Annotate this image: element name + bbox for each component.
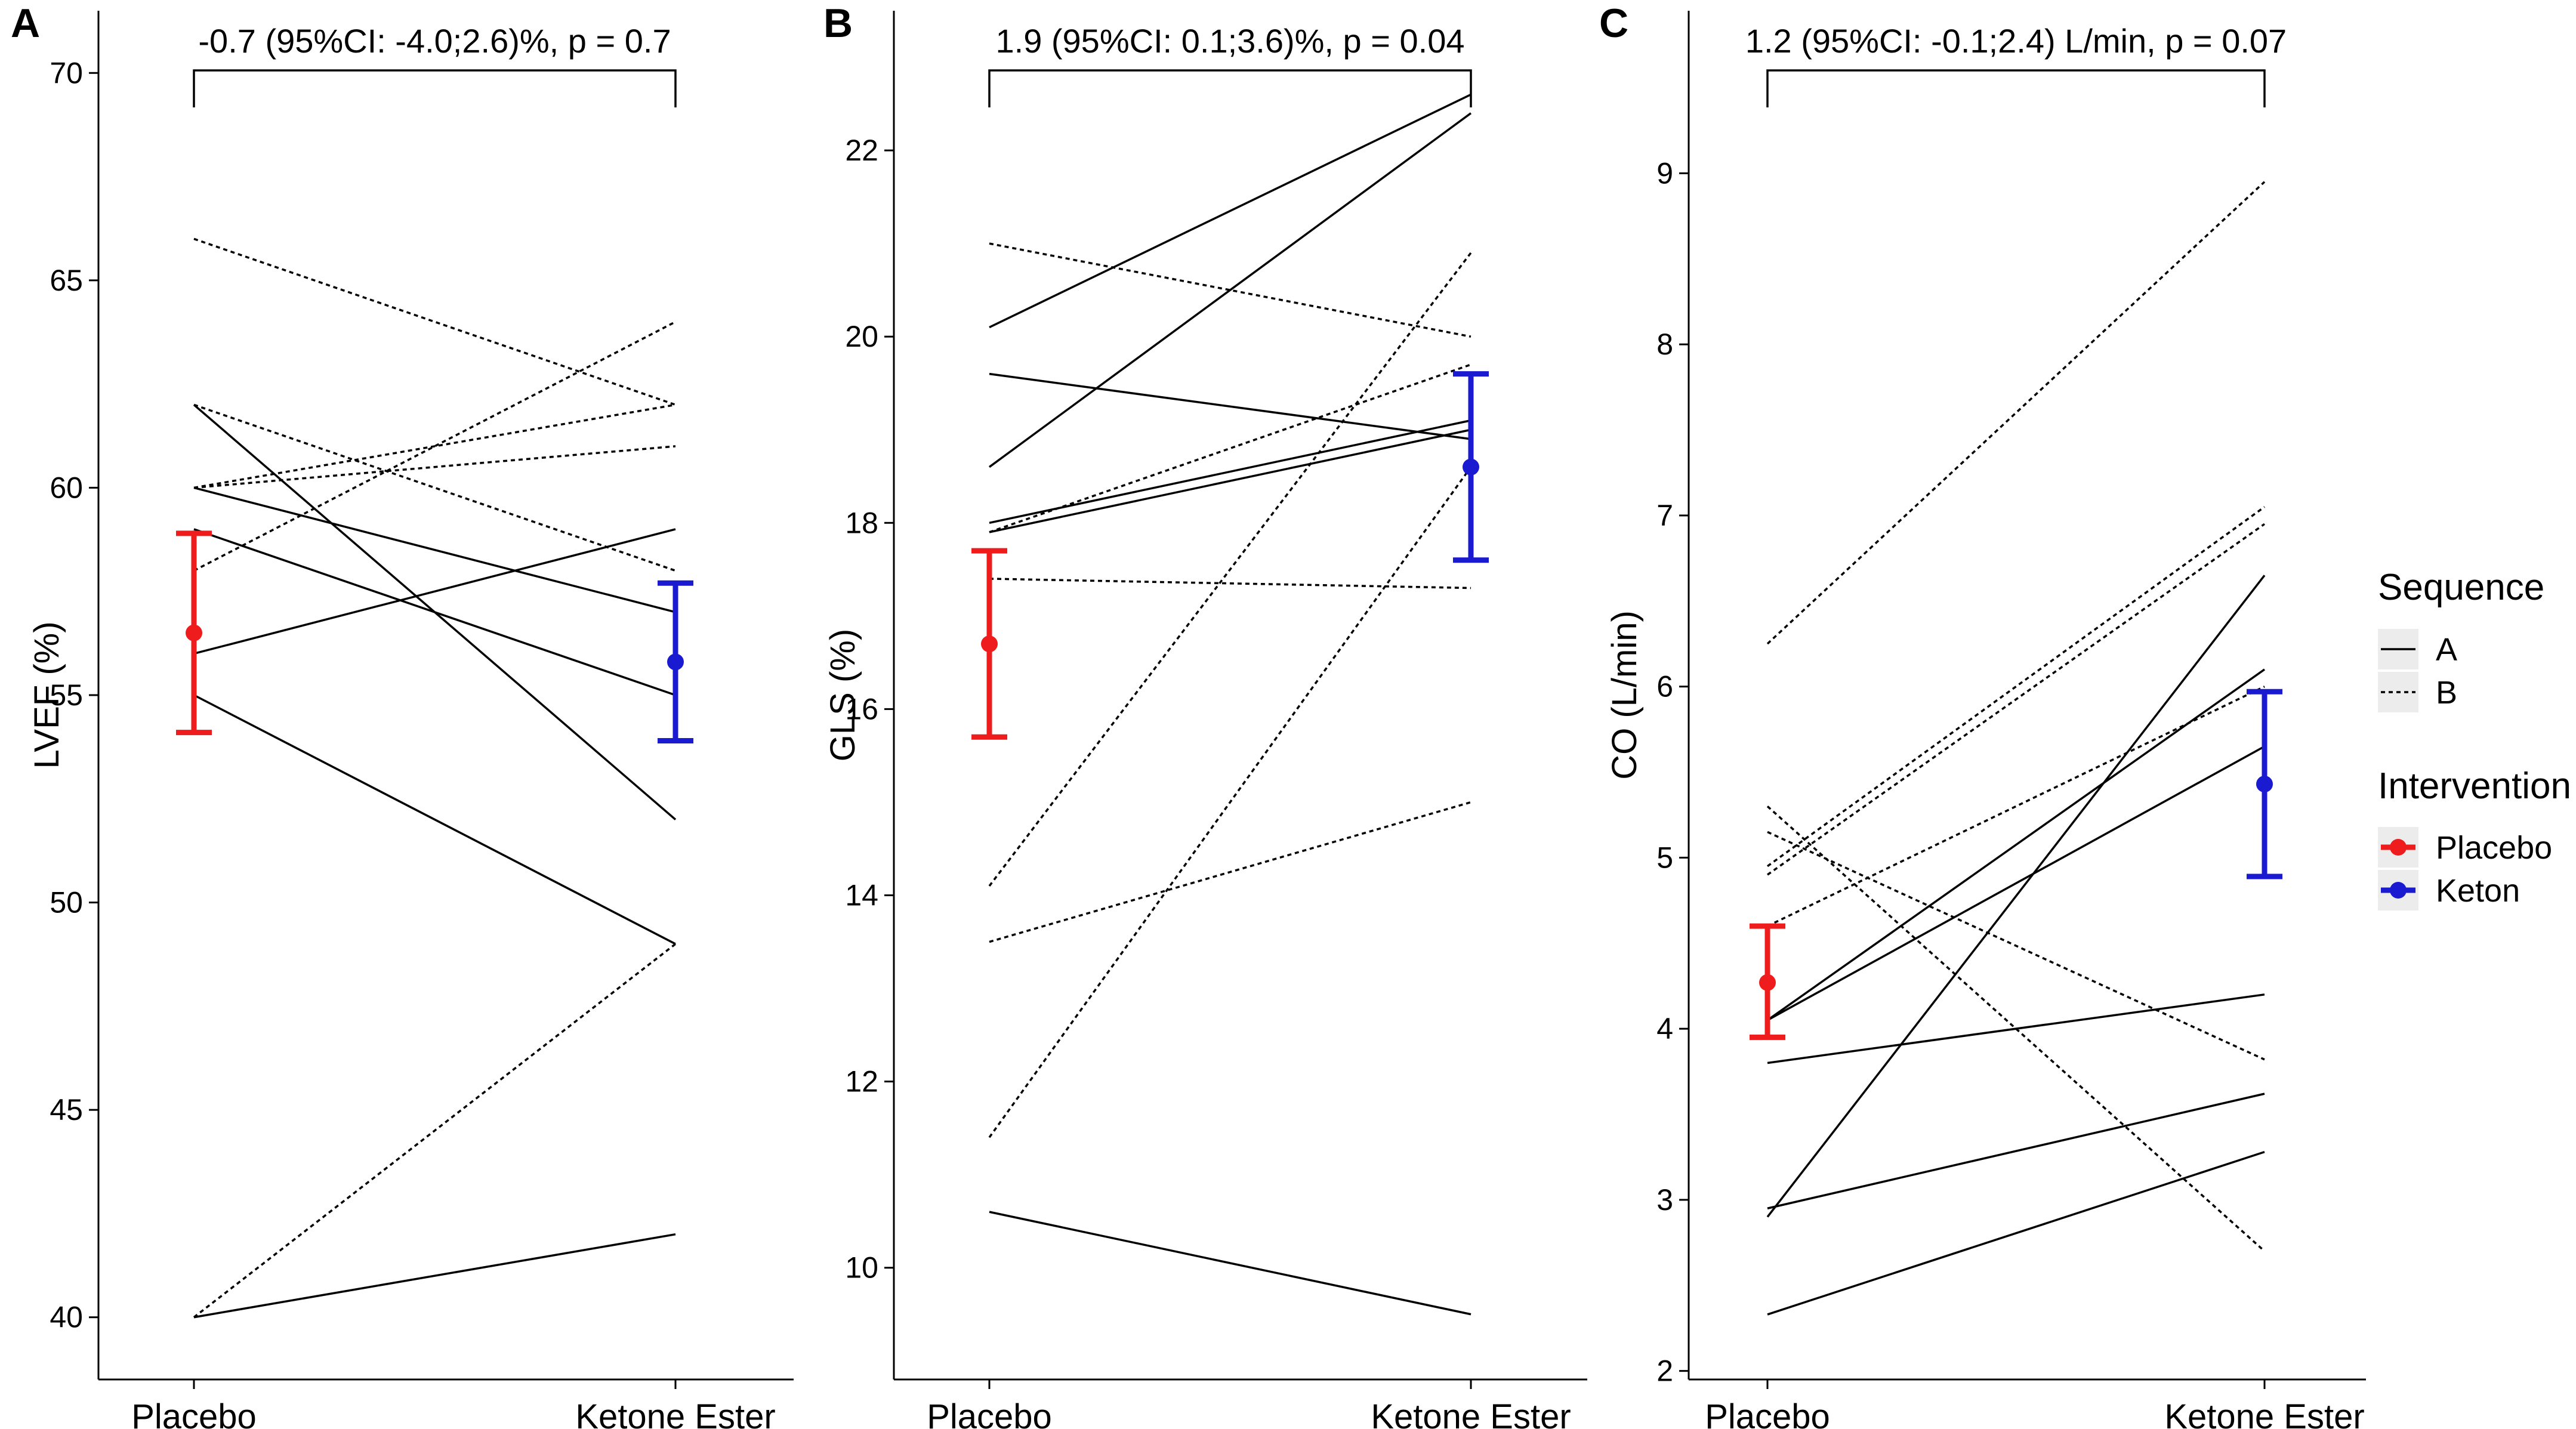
subject-line-seq-b <box>988 466 1472 1138</box>
subject-line-seq-a <box>989 419 1471 524</box>
y-tick-label: 70 <box>50 56 83 89</box>
panel-label: A <box>11 1 40 46</box>
x-tick-label: Ketone Ester <box>2164 1397 2364 1429</box>
subject-line-seq-b <box>1766 181 2266 645</box>
subject-line-seq-a <box>193 1233 676 1319</box>
y-axis-label: LVEF (%) <box>27 621 66 768</box>
subject-line-seq-b <box>193 943 677 1319</box>
comparison-annotation: 1.2 (95%CI: -0.1;2.4) L/min, p = 0.07 <box>1745 22 2287 60</box>
y-tick-label: 20 <box>845 320 878 353</box>
panel-label: B <box>823 1 853 46</box>
comparison-annotation: 1.9 (95%CI: 0.1;3.6)%, p = 0.04 <box>995 22 1464 60</box>
subject-line-seq-b <box>193 237 676 406</box>
subject-line-seq-a <box>989 428 1471 533</box>
legend-key-point-keton <box>2390 882 2407 899</box>
y-tick-label: 18 <box>845 506 878 539</box>
subject-line-seq-b <box>988 252 1472 887</box>
subject-line-seq-a <box>989 93 1471 329</box>
subject-line-seq-b <box>1766 506 2266 868</box>
mean-point-keton <box>667 653 684 671</box>
mean-point-placebo <box>186 624 202 641</box>
subject-line-seq-b <box>1766 523 2266 876</box>
comparison-bracket <box>1766 69 2266 107</box>
subject-line-seq-a <box>1767 993 2265 1064</box>
x-tick-label: Ketone Ester <box>1371 1397 1571 1429</box>
subject-line-seq-a <box>1767 1150 2265 1316</box>
subject-line-seq-a <box>193 528 676 696</box>
subject-line-seq-b <box>193 445 676 489</box>
y-tick-label: 22 <box>845 134 878 167</box>
mean-point-keton <box>1463 458 1479 476</box>
legend-title-sequence: Sequence <box>2378 567 2544 608</box>
y-tick-label: 45 <box>50 1093 83 1126</box>
mean-point-keton <box>2256 776 2273 793</box>
y-tick-label: 5 <box>1656 841 1673 874</box>
subject-line-seq-b <box>1766 805 2266 1252</box>
panel-a: 40 45 50 55 60 65 70 Placebo Ketone Ester LVEF (%… <box>11 1 794 1429</box>
y-tick-label: 3 <box>1656 1183 1673 1217</box>
mean-point-placebo <box>1759 974 1776 991</box>
x-tick-label: Placebo <box>927 1397 1052 1429</box>
legend-title-intervention: Intervention <box>2378 766 2571 807</box>
subject-line-seq-b <box>989 242 1471 338</box>
y-tick-label: 8 <box>1656 328 1673 361</box>
panel-c: 2 3 4 5 6 7 8 9 Placebo Ketone Ester CO (L/min) C 1.… <box>1599 1 2366 1429</box>
y-tick-label: 12 <box>845 1065 878 1098</box>
panel-label: C <box>1599 1 1628 46</box>
legend-key-point-placebo <box>2390 839 2407 856</box>
subject-line-seq-b <box>1767 831 2265 1061</box>
legend-label-intervention: Placebo <box>2436 830 2552 866</box>
subject-line-seq-a <box>193 528 676 655</box>
y-tick-label: 9 <box>1656 156 1673 190</box>
y-tick-label: 10 <box>845 1251 878 1285</box>
y-tick-label: 16 <box>845 692 878 726</box>
y-tick-label: 7 <box>1656 499 1673 532</box>
subject-line-seq-a <box>988 112 1472 468</box>
comparison-annotation: -0.7 (95%CI: -4.0;2.6)%, p = 0.7 <box>198 22 671 60</box>
subject-line-seq-a <box>193 694 676 945</box>
y-tick-label: 55 <box>50 678 83 712</box>
subject-line-seq-a <box>1767 1092 2265 1209</box>
y-tick-label: 14 <box>845 879 878 912</box>
y-tick-label: 50 <box>50 886 83 919</box>
subject-line-seq-b <box>193 320 676 572</box>
legend-label-sequence: A <box>2436 632 2457 668</box>
comparison-bracket <box>193 69 677 107</box>
x-tick-label: Placebo <box>131 1397 257 1429</box>
y-axis-label: GLS (%) <box>823 629 862 761</box>
subject-line-seq-b <box>193 403 676 572</box>
subject-line-seq-b <box>989 578 1471 589</box>
subject-line-seq-a <box>1767 745 2265 1021</box>
subject-line-seq-b <box>193 403 676 489</box>
y-tick-label: 2 <box>1656 1354 1673 1388</box>
subject-line-seq-b <box>989 801 1471 943</box>
subject-line-seq-a <box>193 486 676 613</box>
legend-label-intervention: Keton <box>2436 873 2520 909</box>
y-axis-label: CO (L/min) <box>1605 610 1644 780</box>
y-tick-label: 6 <box>1656 670 1673 703</box>
y-tick-label: 4 <box>1656 1012 1673 1045</box>
y-tick-label: 60 <box>50 471 83 504</box>
legend-label-sequence: B <box>2436 675 2457 711</box>
mean-point-placebo <box>981 635 998 653</box>
subject-line-seq-a <box>989 372 1471 440</box>
subject-line-seq-a <box>1766 575 2266 1218</box>
subject-line-seq-a <box>1766 668 2266 1021</box>
y-tick-label: 65 <box>50 264 83 297</box>
panel-b: 10 12 14 16 18 20 22 Placebo Ketone Ester GLS (%)… <box>823 1 1587 1429</box>
subject-line-seq-a <box>989 1211 1471 1316</box>
subject-line-seq-b <box>1767 686 2265 927</box>
comparison-bracket <box>988 69 1472 107</box>
x-tick-label: Placebo <box>1705 1397 1830 1429</box>
y-tick-label: 40 <box>50 1301 83 1334</box>
x-tick-label: Ketone Ester <box>575 1397 775 1429</box>
legend: Sequence AB Intervention Placebo Keton <box>2378 567 2571 911</box>
